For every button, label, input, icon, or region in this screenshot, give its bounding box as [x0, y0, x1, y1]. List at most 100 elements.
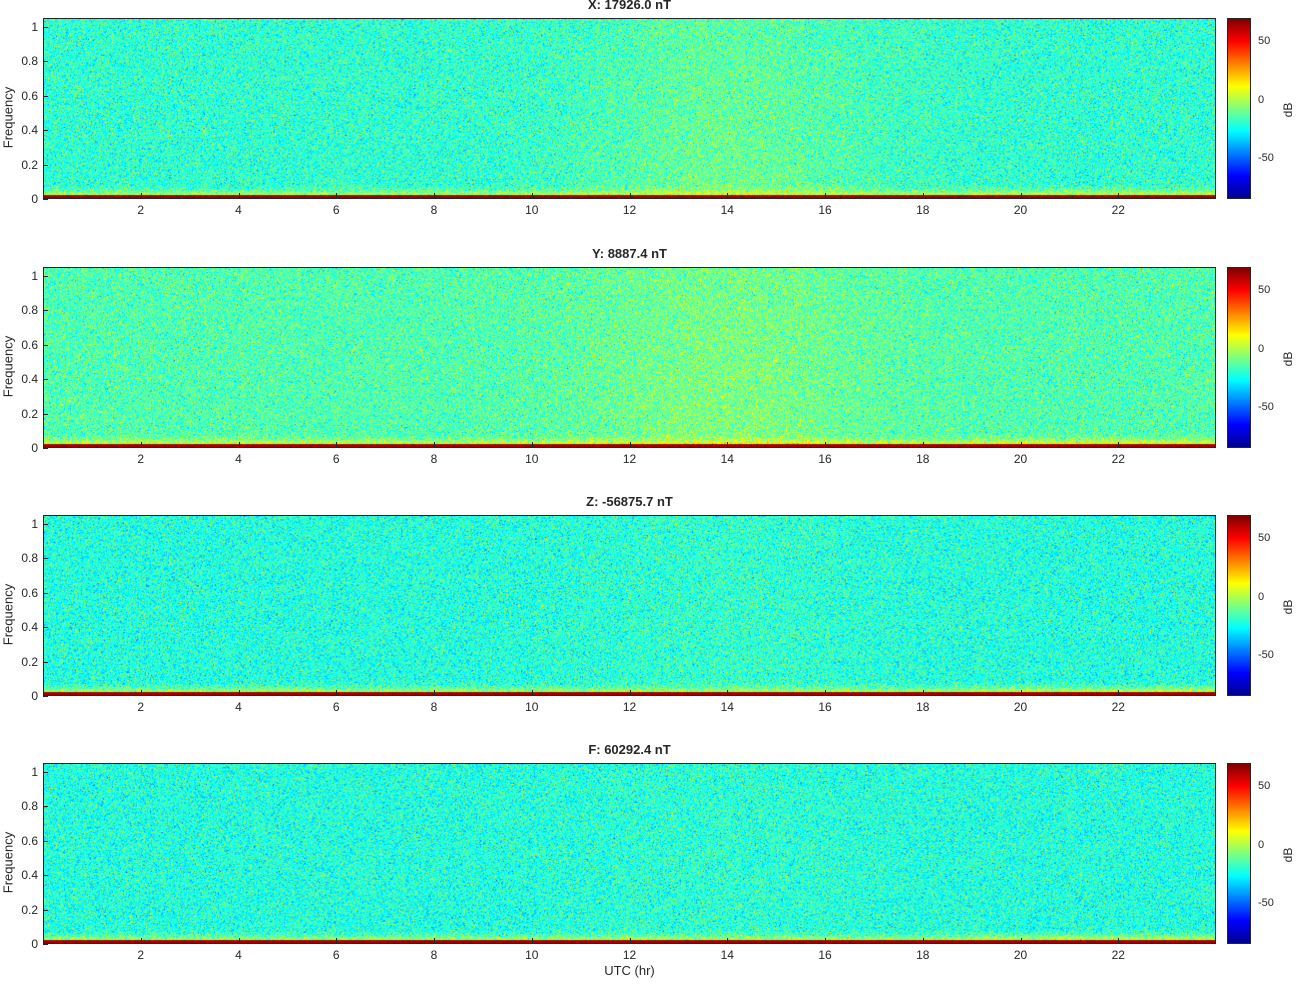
x-tick-mark	[629, 193, 631, 198]
y-tick-mark	[43, 344, 48, 346]
y-tick-label: 0.2	[21, 157, 38, 172]
y-tick-mark	[43, 164, 48, 166]
x-tick-label: 4	[235, 203, 242, 217]
x-tick-label: 4	[235, 700, 242, 714]
y-tick-mark	[43, 909, 48, 911]
x-tick-label: 12	[622, 452, 637, 466]
x-tick-label: 6	[332, 948, 340, 962]
y-tick-mark	[43, 413, 48, 415]
x-tick-mark	[629, 442, 631, 447]
panel-title: Y: 8887.4 nT	[592, 246, 667, 261]
spectrogram-panel-2: Z: -56875.7 nT Frequency 0 0.2 0.4 0.6 0.8 1 2 4 6…	[0, 494, 1297, 742]
x-tick-mark	[727, 193, 729, 198]
colorbar-tick-label: 0	[1258, 342, 1265, 355]
spectrogram-image	[44, 268, 1215, 447]
colorbar	[1227, 763, 1251, 944]
colorbar-tick-label: -50	[1258, 401, 1274, 414]
y-tick-label: 0.8	[21, 54, 38, 69]
y-tick-mark	[43, 627, 48, 629]
x-tick-label: 22	[1111, 203, 1125, 217]
colorbar-tick-label: 0	[1258, 838, 1265, 851]
colorbar-tick-label: 0	[1258, 590, 1265, 603]
x-tick-mark	[531, 938, 533, 943]
x-tick-mark	[1118, 193, 1120, 198]
x-tick-label: 18	[916, 452, 930, 466]
x-tick-mark	[922, 690, 924, 695]
colorbar-tick-label: -50	[1258, 649, 1274, 662]
x-tick-label: 10	[525, 948, 539, 962]
y-tick-mark	[43, 944, 48, 945]
x-tick-mark	[434, 938, 435, 943]
y-tick-label: 1	[31, 516, 38, 531]
y-tick-label: 0.6	[21, 88, 38, 103]
y-tick-mark	[43, 558, 48, 560]
x-tick-mark	[1118, 938, 1120, 943]
y-tick-mark	[43, 130, 48, 132]
colorbar	[1227, 267, 1251, 448]
x-tick-mark	[238, 193, 240, 198]
x-tick-label: 22	[1111, 948, 1125, 962]
y-tick-mark	[43, 26, 48, 28]
x-tick-label: 4	[235, 452, 242, 466]
x-tick-label: 4	[235, 948, 242, 962]
x-tick-label: 18	[916, 203, 930, 217]
x-tick-mark	[140, 193, 142, 198]
y-tick-label: 1	[31, 19, 38, 34]
x-tick-mark	[434, 442, 435, 447]
colorbar-tick-label: 50	[1258, 780, 1271, 793]
y-tick-mark	[43, 379, 48, 381]
y-tick-mark	[43, 199, 48, 200]
spectrogram-panel-1: Y: 8887.4 nT Frequency 0 0.2 0.4 0.6 0.8 1 2 4 6 8 1…	[0, 246, 1297, 494]
colorbar	[1227, 18, 1251, 199]
y-tick-label: 0.2	[21, 902, 38, 917]
colorbar-tick-label: 50	[1258, 532, 1271, 545]
spectrogram-panel-0: X: 17926.0 nT Frequency 0 0.2 0.4 0.6 0.8 1 2 4 6 8…	[0, 0, 1297, 245]
y-tick-mark	[43, 95, 48, 97]
x-tick-mark	[1020, 442, 1022, 447]
y-tick-label: 0.2	[21, 406, 38, 421]
panel-title: X: 17926.0 nT	[587, 0, 672, 12]
y-tick-label: 0.8	[21, 799, 38, 814]
colorbar-tick-label: 50	[1258, 35, 1271, 48]
colorbar	[1227, 515, 1251, 696]
y-tick-label: 0	[31, 192, 38, 206]
x-tick-label: 16	[818, 203, 832, 217]
y-tick-mark	[43, 592, 48, 594]
x-tick-mark	[922, 193, 924, 198]
x-tick-mark	[531, 442, 533, 447]
spectrogram-image	[44, 19, 1215, 198]
y-tick-mark	[43, 840, 48, 842]
x-tick-mark	[1118, 442, 1120, 447]
x-tick-label: 20	[1013, 948, 1028, 962]
x-tick-label: 14	[720, 452, 734, 466]
x-tick-label: 8	[430, 452, 438, 466]
x-tick-label: 8	[430, 700, 438, 714]
x-tick-label: 12	[622, 948, 637, 962]
x-tick-mark	[727, 442, 729, 447]
x-tick-mark	[434, 690, 435, 695]
x-tick-mark	[238, 938, 240, 943]
x-tick-label: 14	[720, 948, 734, 962]
x-tick-label: 20	[1013, 452, 1028, 466]
colorbar-label: dB	[1281, 847, 1295, 863]
colorbar-label: dB	[1281, 351, 1295, 367]
colorbar-tick-label: -50	[1258, 152, 1274, 165]
x-tick-mark	[825, 690, 826, 695]
x-tick-label: 12	[622, 700, 637, 714]
y-tick-label: 0.4	[21, 620, 38, 635]
y-tick-label: 0.2	[21, 654, 38, 669]
x-tick-label: 18	[916, 700, 930, 714]
y-tick-mark	[43, 61, 48, 63]
spectrogram-axes	[43, 267, 1216, 448]
y-tick-mark	[43, 310, 48, 312]
x-tick-label: 10	[525, 700, 539, 714]
x-tick-label: 6	[332, 203, 340, 217]
colorbar-tick-label: 50	[1258, 284, 1271, 297]
x-tick-label: 6	[332, 700, 340, 714]
x-tick-mark	[1020, 193, 1022, 198]
x-tick-label: 2	[137, 452, 145, 466]
x-tick-label: 14	[720, 700, 734, 714]
x-tick-mark	[336, 442, 338, 447]
x-tick-label: 22	[1111, 700, 1125, 714]
